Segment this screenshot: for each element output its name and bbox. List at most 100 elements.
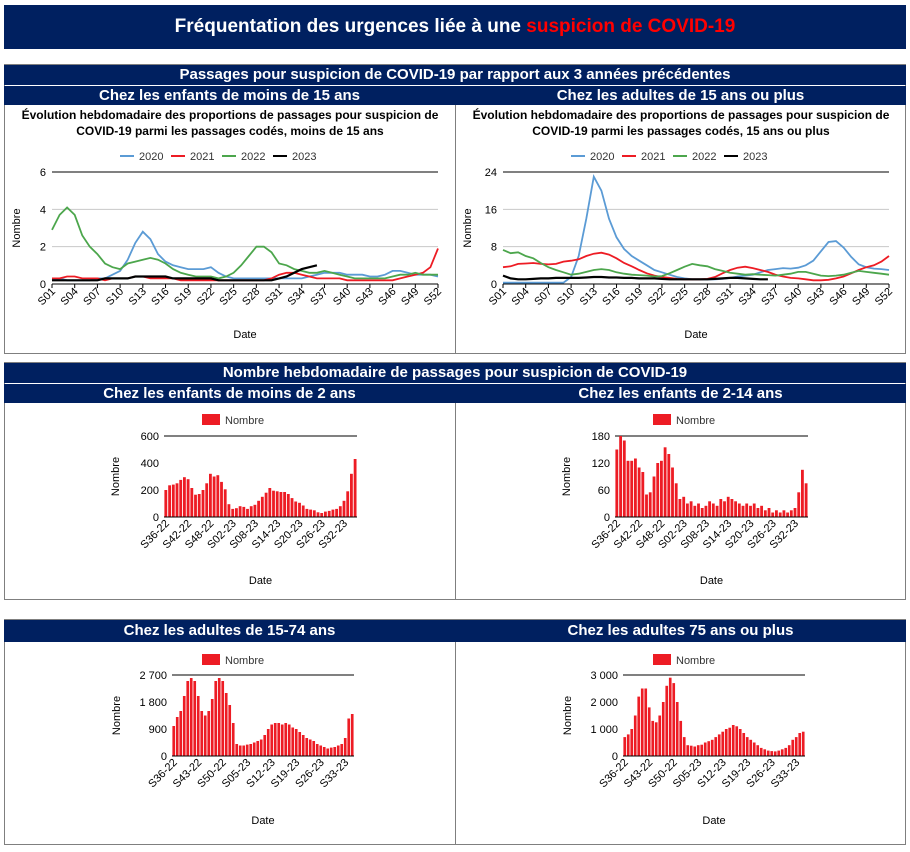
bar [734,501,738,518]
bar [660,460,663,518]
bar [179,711,183,756]
bar [682,737,686,756]
bar [678,499,682,517]
y-tick-label: 200 [141,485,159,497]
bar [324,511,327,517]
bar [773,751,777,756]
bar [223,489,227,517]
bar [715,505,719,518]
x-tick-label: S31 [263,286,285,308]
bar [737,503,741,517]
bar [175,717,179,756]
bar [294,501,298,517]
x-tick-label: S10 [555,286,577,308]
bar [645,494,648,517]
bar [654,722,658,757]
legend-label: Nombre [225,415,264,427]
bar [674,483,678,518]
bar [710,739,714,756]
bar [665,685,669,756]
bar [686,503,689,517]
x-tick-label: S37 [308,286,330,308]
x-tick-label: S13 [127,286,149,308]
bar [272,490,275,517]
x-tick-label: S04 [58,286,80,308]
legend-label: Nombre [225,655,264,667]
bar [619,436,623,517]
bar [775,510,778,518]
bar [221,681,225,756]
section1-title: Passages pour suspicion de COVID-19 par … [4,65,906,85]
line-chart-adults: Évolution hebdomadaire des proportions d… [462,107,895,341]
bar [175,483,179,518]
x-tick-label: S40 [782,286,804,308]
legend-label: 2020 [590,151,614,163]
bar [279,492,283,517]
bar [333,747,337,756]
bar [626,734,630,756]
bar [697,503,700,517]
x-tick-label: S25 [668,286,690,308]
bar [238,506,242,517]
bar [730,499,734,517]
bar [224,693,228,756]
x-tick-label: S34 [737,286,759,308]
legend-swatch [653,414,671,425]
bar [322,747,326,756]
y-tick-label: 400 [141,458,159,470]
x-axis-label: Date [251,815,274,827]
bar [766,750,770,756]
bar [259,739,263,756]
x-tick-label: S25 [217,286,239,308]
y-tick-label: 2 [40,242,46,254]
bar [205,483,209,518]
y-tick-label: 0 [153,512,159,524]
bar [760,505,764,518]
bar-chart-under-2: Nombre0200400600S36-22S42-22S48-22S02-23… [110,414,357,587]
series-line-2023 [52,264,318,282]
y-tick-label: 16 [485,204,497,216]
chart-title-line: Évolution hebdomadaire des proportions d… [473,107,890,122]
bar [671,467,674,517]
bar [801,469,804,518]
bar [724,729,728,756]
bar [212,476,216,517]
bar [630,729,634,756]
bar [350,473,353,517]
bar [658,715,662,756]
bar [682,496,686,518]
bar [329,747,333,756]
bar [696,745,700,756]
bar [196,696,200,756]
x-tick-label: S19 [623,286,645,308]
bar [749,505,752,518]
bar [700,744,704,756]
y-axis-label: Nombre [110,457,122,496]
bar [249,506,253,517]
bar [331,509,335,517]
bar [770,751,774,756]
bar [689,501,693,518]
bar [668,677,672,756]
bar [633,715,637,756]
x-axis-label: Date [684,329,707,341]
bar [756,745,760,756]
x-tick-label: S52 [873,286,895,308]
bar [343,738,347,756]
y-axis-label: Nombre [561,457,573,496]
bar [704,505,708,518]
bar [305,738,309,756]
page-title-highlight: suspicion de COVID-19 [526,16,736,37]
bar [312,510,316,518]
x-tick-label: S16 [149,286,171,308]
bar [798,733,802,756]
legend-label: Nombre [676,655,715,667]
bar [738,729,742,756]
legend-label: Nombre [676,415,715,427]
bar [675,702,679,756]
bar [305,508,309,517]
bar [270,724,274,756]
bar [728,727,732,756]
x-tick-label: S40 [331,286,353,308]
